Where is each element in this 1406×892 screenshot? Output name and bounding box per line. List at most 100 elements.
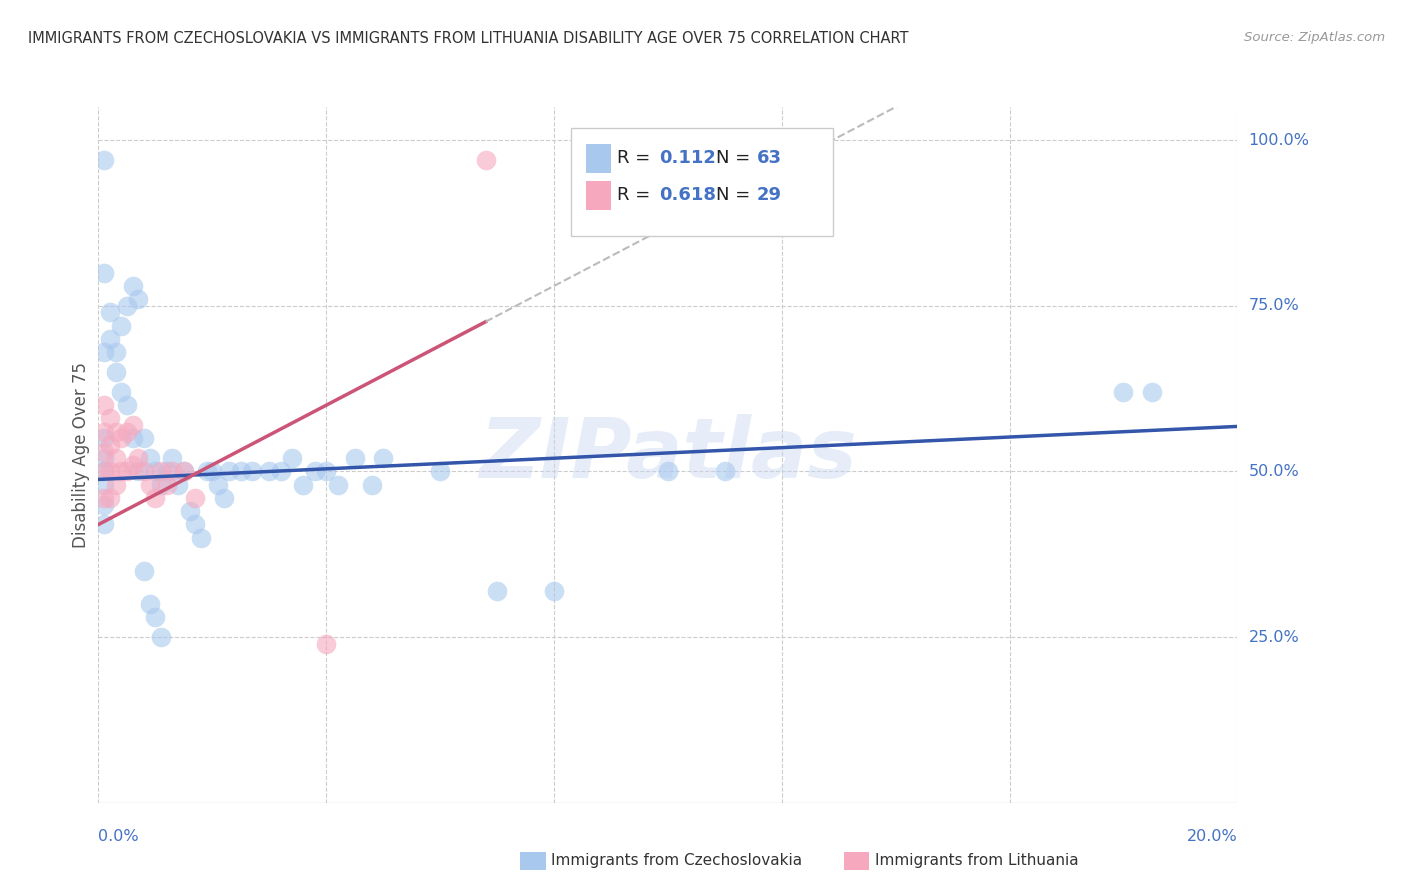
Text: 0.112: 0.112 (659, 149, 716, 167)
Point (195, 465, 218, 479)
Point (315, 637, 337, 651)
Point (93, 431, 115, 445)
Point (138, 451, 160, 466)
Point (184, 491, 207, 505)
Point (127, 465, 149, 479)
Text: 50.0%: 50.0% (1249, 464, 1299, 479)
Text: 20.0%: 20.0% (1187, 830, 1237, 845)
Point (150, 465, 173, 479)
Text: Source: ZipAtlas.com: Source: ZipAtlas.com (1244, 31, 1385, 45)
Point (93, 498, 115, 512)
Text: 0.618: 0.618 (659, 186, 716, 203)
Point (93, 465, 115, 479)
Point (115, 398, 138, 412)
FancyBboxPatch shape (571, 128, 832, 235)
Point (145, 465, 167, 479)
Text: 25.0%: 25.0% (1249, 630, 1299, 645)
Text: R =: R = (617, 186, 655, 203)
Point (98, 491, 121, 505)
Point (110, 431, 132, 445)
Text: N =: N = (716, 149, 755, 167)
Point (156, 477, 179, 491)
Point (115, 465, 138, 479)
Text: ZIPatlas: ZIPatlas (479, 415, 856, 495)
Point (167, 477, 190, 491)
Point (201, 465, 224, 479)
Point (93, 398, 115, 412)
Point (115, 299, 138, 313)
Point (93, 491, 115, 505)
Text: N =: N = (716, 186, 755, 203)
Point (104, 425, 127, 439)
Point (132, 564, 155, 578)
Point (93, 444, 115, 458)
Point (657, 465, 679, 479)
Point (98, 411, 121, 425)
Point (343, 451, 366, 466)
Point (179, 504, 201, 518)
Point (1140, 384, 1163, 399)
Point (93, 517, 115, 532)
Point (145, 610, 167, 624)
Point (315, 465, 337, 479)
Point (98, 438, 121, 452)
Point (121, 418, 143, 433)
Point (138, 477, 160, 491)
Point (543, 583, 565, 598)
Point (104, 451, 127, 466)
Point (714, 465, 737, 479)
Point (104, 477, 127, 491)
Text: 0.0%: 0.0% (98, 830, 139, 845)
Point (229, 465, 252, 479)
Y-axis label: Disability Age Over 75: Disability Age Over 75 (72, 362, 90, 548)
Text: Immigrants from Czechoslovakia: Immigrants from Czechoslovakia (551, 854, 803, 868)
Point (104, 365, 127, 379)
Point (93, 477, 115, 491)
Point (1112, 384, 1135, 399)
Point (184, 517, 207, 532)
Point (93, 266, 115, 280)
Point (212, 491, 235, 505)
Point (304, 465, 326, 479)
Point (218, 465, 240, 479)
Point (121, 431, 143, 445)
Point (104, 345, 127, 359)
Point (138, 597, 160, 611)
Point (132, 465, 155, 479)
Point (145, 491, 167, 505)
Point (110, 318, 132, 333)
Text: Immigrants from Lithuania: Immigrants from Lithuania (875, 854, 1078, 868)
Point (93, 345, 115, 359)
FancyBboxPatch shape (586, 181, 612, 210)
Point (207, 477, 229, 491)
Point (373, 451, 395, 466)
Point (110, 384, 132, 399)
Point (150, 630, 173, 644)
Point (93, 425, 115, 439)
Point (121, 458, 143, 472)
Point (360, 477, 382, 491)
Point (173, 465, 195, 479)
Text: 100.0%: 100.0% (1249, 133, 1309, 148)
Point (132, 431, 155, 445)
Point (110, 465, 132, 479)
Point (121, 279, 143, 293)
Point (156, 465, 179, 479)
Text: 63: 63 (756, 149, 782, 167)
Point (93, 451, 115, 466)
Point (270, 465, 292, 479)
Point (173, 465, 195, 479)
Point (190, 531, 212, 545)
FancyBboxPatch shape (586, 144, 612, 173)
Point (259, 465, 281, 479)
Point (93, 465, 115, 479)
Point (93, 153, 115, 167)
Point (474, 153, 496, 167)
Text: IMMIGRANTS FROM CZECHOSLOVAKIA VS IMMIGRANTS FROM LITHUANIA DISABILITY AGE OVER : IMMIGRANTS FROM CZECHOSLOVAKIA VS IMMIGR… (28, 31, 908, 46)
Point (162, 465, 184, 479)
Point (486, 583, 509, 598)
Point (127, 292, 149, 306)
Point (115, 425, 138, 439)
Point (98, 332, 121, 346)
Point (98, 305, 121, 319)
